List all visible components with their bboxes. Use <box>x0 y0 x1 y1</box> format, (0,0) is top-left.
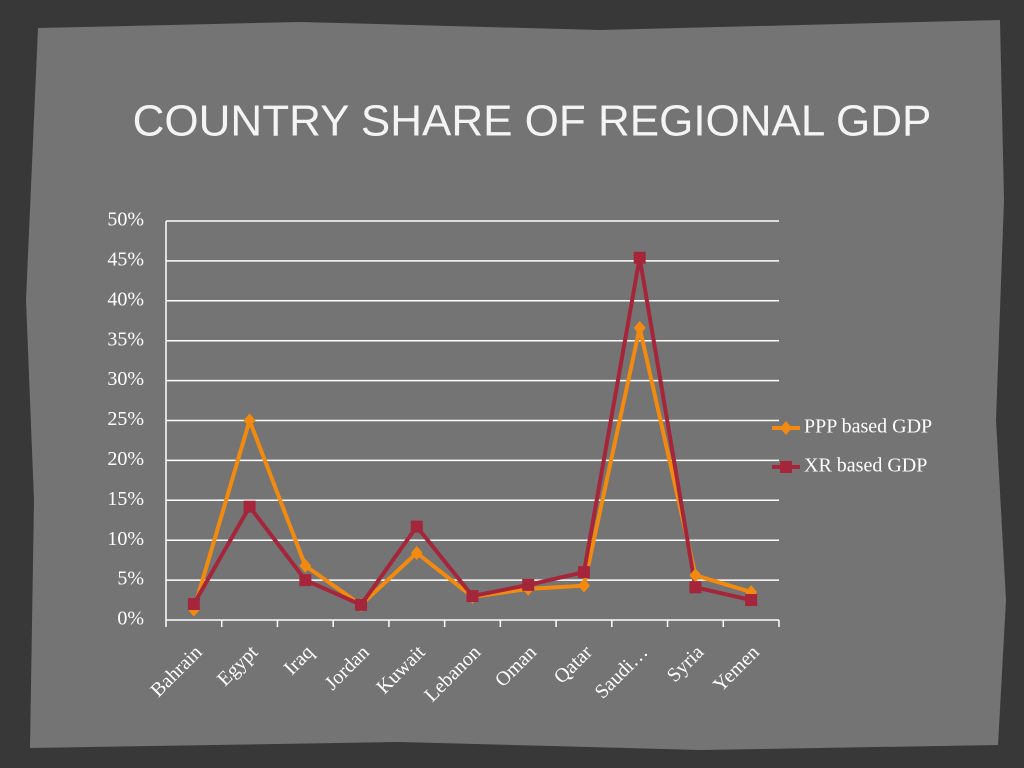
point-marker <box>633 320 646 335</box>
y-tick-label: 10% <box>107 528 144 550</box>
y-tick-label: 0% <box>117 608 144 630</box>
y-tick-label: 30% <box>107 368 144 390</box>
point-marker <box>187 598 200 611</box>
y-tick-label: 20% <box>107 448 144 470</box>
legend-marker <box>780 421 792 435</box>
point-marker <box>522 578 535 591</box>
point-marker <box>633 251 646 264</box>
paper-panel <box>26 20 1006 750</box>
point-marker <box>243 500 256 513</box>
chart-title: COUNTRY SHARE OF REGIONAL GDP <box>133 97 932 146</box>
legend-marker <box>780 461 792 473</box>
point-marker <box>577 566 590 579</box>
point-marker <box>299 558 312 573</box>
legend-label: PPP based GDP <box>804 416 932 438</box>
point-marker <box>410 545 423 560</box>
point-marker <box>689 581 702 594</box>
point-marker <box>299 574 312 587</box>
point-marker <box>577 578 590 593</box>
y-tick-label: 25% <box>107 408 144 430</box>
y-tick-label: 45% <box>107 248 144 270</box>
y-tick-label: 50% <box>107 209 144 231</box>
legend-label: XR based GDP <box>804 455 927 477</box>
y-tick-label: 5% <box>117 568 144 590</box>
point-marker <box>410 520 423 533</box>
point-marker <box>243 413 256 428</box>
y-tick-label: 15% <box>107 488 144 510</box>
y-tick-label: 35% <box>107 328 144 350</box>
y-tick-label: 40% <box>107 288 144 310</box>
point-marker <box>745 594 758 607</box>
point-marker <box>466 590 479 603</box>
point-marker <box>689 568 702 583</box>
point-marker <box>355 598 368 611</box>
